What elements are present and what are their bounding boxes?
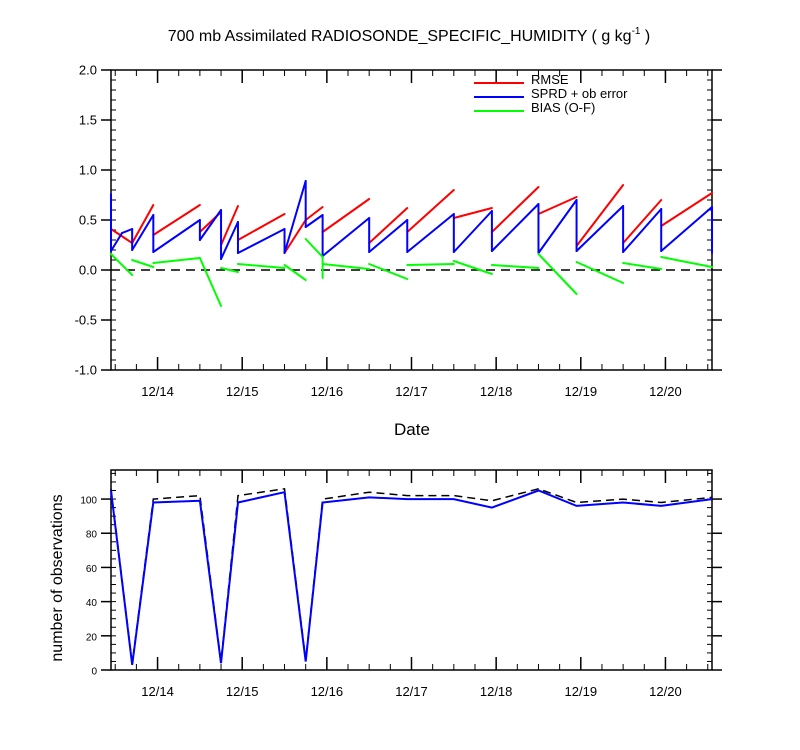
series-segment <box>198 209 223 241</box>
y-tick-label: 60 <box>86 564 98 575</box>
x-tick-label: 12/18 <box>480 384 513 399</box>
series-segment <box>537 199 578 254</box>
series-segment <box>110 228 134 244</box>
legend-label: BIAS (O-F) <box>531 100 595 115</box>
series-segment <box>304 214 324 228</box>
x-tick-label: 12/17 <box>395 384 428 399</box>
x-tick-label: 12/15 <box>226 684 259 699</box>
series-observations <box>110 489 713 666</box>
y-tick-label: 0.5 <box>79 213 97 228</box>
series-segment <box>321 263 371 270</box>
x-tick-label: 12/18 <box>480 684 513 699</box>
title-end: ) <box>640 28 650 45</box>
series-segment <box>220 205 239 246</box>
title-superscript: -1 <box>632 26 641 37</box>
y-tick-label: 80 <box>86 530 98 541</box>
series-segment <box>110 232 124 252</box>
series-segment <box>236 263 286 269</box>
series-segment <box>304 238 324 258</box>
y-tick-label: -0.5 <box>75 313 97 328</box>
series-sprd-ob-error <box>110 180 713 260</box>
series-segment <box>575 205 625 252</box>
series-segment <box>575 261 625 284</box>
y-tick-label: -1.0 <box>75 363 97 378</box>
series-segment <box>406 189 455 233</box>
series-segment <box>121 228 134 234</box>
series-segment <box>537 196 578 215</box>
x-tick-label: 12/16 <box>311 384 344 399</box>
y-tick-label: 0.0 <box>79 263 97 278</box>
series-segment <box>368 219 409 253</box>
series-segment <box>660 256 713 268</box>
x-tick-label: 12/15 <box>226 384 259 399</box>
y-tick-label: 20 <box>86 632 98 643</box>
y-tick-label: 0 <box>91 667 97 678</box>
x-tick-label: 12/16 <box>311 684 344 699</box>
series-segment <box>220 267 239 273</box>
series-segment <box>236 213 286 241</box>
series-segment <box>152 257 201 264</box>
legend-label: SPRD + ob error <box>531 86 628 101</box>
series-segment <box>283 264 307 281</box>
y-tick-label: 40 <box>86 598 98 609</box>
x-tick-label: 12/20 <box>649 684 682 699</box>
y-tick-label: 1.0 <box>79 163 97 178</box>
series-rmse <box>110 184 713 254</box>
series-segment <box>622 199 663 244</box>
series-segment <box>321 198 371 233</box>
series-segment <box>368 207 409 244</box>
y-tick-label: 1.5 <box>79 113 97 128</box>
series-total <box>110 487 713 664</box>
series-segment <box>321 217 371 257</box>
x-axis-label: Date <box>394 420 430 439</box>
title-main: 700 mb Assimilated RADIOSONDE_SPECIFIC_H… <box>168 28 632 45</box>
x-tick-label: 12/19 <box>565 684 598 699</box>
series-segment <box>220 221 239 260</box>
top-panel: 12/14 12/15 12/16 12/17 12/18 12/19 12/20 -1.0 -… <box>75 63 722 399</box>
series-segment <box>490 264 540 269</box>
plot-frame <box>110 69 713 371</box>
x-tick-label: 12/14 <box>141 684 174 699</box>
series-segment <box>490 203 540 252</box>
y-tick-label: 2.0 <box>79 63 97 78</box>
series-bias-o-f- <box>110 238 713 307</box>
series-segment <box>660 192 713 227</box>
series-segment <box>152 204 201 236</box>
series-segment <box>283 219 307 254</box>
series-segment <box>368 263 409 280</box>
series-segment <box>110 253 134 276</box>
series-segment <box>406 213 455 253</box>
series-segment <box>660 206 713 252</box>
series-segment <box>236 228 286 254</box>
y-tick-label: 100 <box>80 496 97 507</box>
series-segment <box>131 204 155 244</box>
series-segment <box>575 184 625 247</box>
series-segment <box>452 207 493 219</box>
series-segment <box>406 263 455 266</box>
y-axis-label: number of observations <box>49 494 66 661</box>
series-segment <box>131 259 155 268</box>
x-tick-label: 12/19 <box>565 384 598 399</box>
series-segment <box>131 214 155 251</box>
series-segment <box>537 253 578 295</box>
series-segment <box>622 208 663 253</box>
series-segment <box>452 210 493 253</box>
x-tick-label: 12/20 <box>649 384 682 399</box>
series-segment <box>490 186 540 233</box>
x-tick-label: 12/14 <box>141 384 174 399</box>
chart-title: 700 mb Assimilated RADIOSONDE_SPECIFIC_H… <box>168 26 651 45</box>
series-segment <box>622 262 663 270</box>
series-segment <box>452 260 493 275</box>
series-segment <box>304 206 324 221</box>
x-tick-label: 12/17 <box>395 684 428 699</box>
bottom-panel: 12/14 12/15 12/16 12/17 12/18 12/19 12/20 0 20 40… <box>80 469 722 699</box>
series-segment <box>152 219 201 253</box>
series-segment <box>198 257 223 307</box>
legend-label: RMSE <box>531 72 569 87</box>
series-segment <box>283 180 307 254</box>
